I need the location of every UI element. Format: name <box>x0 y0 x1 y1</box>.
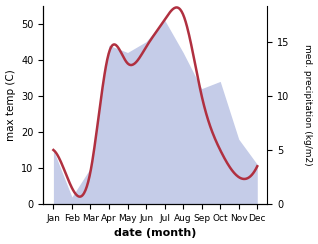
Y-axis label: med. precipitation (kg/m2): med. precipitation (kg/m2) <box>303 44 313 166</box>
Y-axis label: max temp (C): max temp (C) <box>5 69 16 141</box>
X-axis label: date (month): date (month) <box>114 228 197 238</box>
